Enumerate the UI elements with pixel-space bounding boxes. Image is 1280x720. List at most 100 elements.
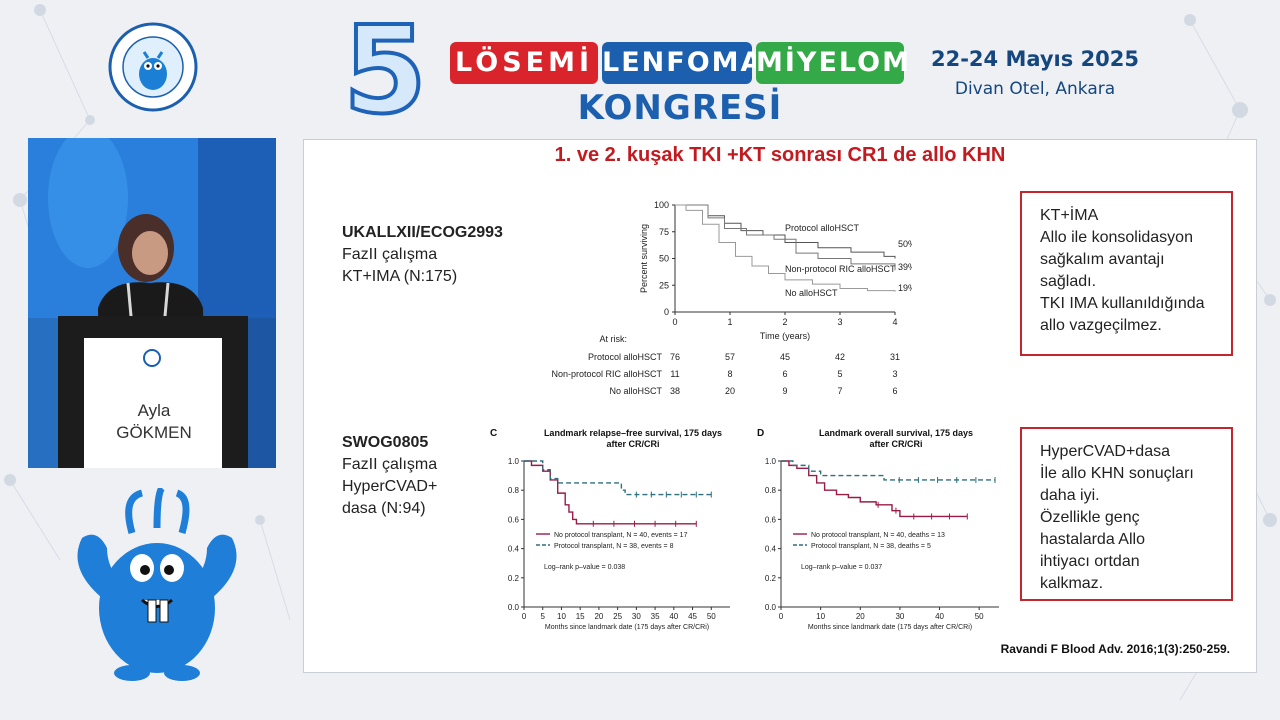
note1-line: allo vazgeçilmez. [1040,317,1162,334]
note1-line: sağladı. [1040,273,1097,290]
y-tick-label: 0.2 [765,574,777,583]
presentation-slide: 1. ve 2. kuşak TKI +KT sonrası CR1 de al… [303,139,1257,673]
x-tick-label: 5 [541,612,546,621]
study1-phase: FazII çalışma [342,246,438,263]
x-tick-label: 15 [576,612,585,621]
tag-losemi: LÖSEMİ [450,42,598,84]
x-tick-label: 10 [816,612,825,621]
note1-line: sağkalım avantajı [1040,251,1165,268]
note2-line: HyperCVAD+dasa [1040,443,1170,460]
y-tick-label: 0.0 [765,603,777,612]
tag-miyelom: MİYELOM [756,42,909,84]
at-risk-row-label: Protocol alloHSCT [588,352,663,362]
study2-phase: FazII çalışma [342,456,438,473]
note1-line: TKI IMA kullanıldığında [1040,295,1205,312]
study2-arm-line1: HyperCVAD+ [342,478,438,495]
y-tick-label: 0.6 [508,515,520,524]
legend-label: Protocol transplant, N = 38, events = 8 [554,543,674,550]
km-curve-2 [675,204,896,292]
series-end-label: 50% [898,239,912,249]
note2-line: İle allo KHN sonuçları [1040,465,1194,482]
x-tick-label: 30 [895,612,904,621]
x-axis-title: Months since landmark date (175 days aft… [808,624,972,631]
legend-label: No protocol transplant, N = 40, events =… [554,532,688,539]
chart-title-line2: after CR/CRi [869,439,922,449]
speaker-last-name: GÖKMEN [116,423,192,442]
pvalue-label: Log–rank p–value = 0.037 [801,564,882,571]
note2-line: hastalarda Allo [1040,531,1145,548]
pvalue-label: Log–rank p–value = 0.038 [544,564,625,571]
y-tick-label: 0.6 [765,515,777,524]
chart-title-line1: Landmark overall survival, 175 days [819,428,973,438]
y-tick-label: 100 [654,200,669,210]
study1-info: UKALLXII/ECOG2993 FazII çalışma KT+IMA (… [342,222,503,288]
x-axis-title: Time (years) [760,331,810,341]
study2-name: SWOG0805 [342,434,429,451]
y-tick-label: 0.2 [508,574,520,583]
at-risk-value: 31 [890,352,900,362]
association-logo [108,22,198,112]
x-tick-label: 50 [975,612,984,621]
km-chart-relapse-free: C Landmark relapse–free survival, 175 day… [490,428,730,631]
y-tick-label: 25 [659,280,669,290]
at-risk-value: 6 [892,386,897,395]
x-tick-label: 3 [837,317,842,327]
km-chart-ukall: 0 25 50 75 100 0 1 2 3 4 Time (years) Percent survi… [551,200,912,395]
km-curve-1 [675,204,896,271]
note1-line: Allo ile konsolidasyon [1040,229,1193,246]
study1-arm: KT+IMA (N:175) [342,268,458,285]
x-tick-label: 50 [707,612,716,621]
x-tick-label: 30 [632,612,641,621]
event-dates: 22-24 Mayıs 2025 [930,47,1140,71]
y-tick-label: 75 [659,227,669,237]
event-info: 22-24 Mayıs 2025 Divan Otel, Ankara [920,44,1150,104]
at-risk-row-label: Non-protocol RIC alloHSCT [551,369,662,379]
x-tick-label: 35 [651,612,660,621]
series-label: Protocol alloHSCT [785,223,860,233]
slide-title: 1. ve 2. kuşak TKI +KT sonrası CR1 de al… [554,144,1006,166]
x-tick-label: 45 [688,612,697,621]
y-tick-label: 0.4 [765,545,777,554]
x-tick-label: 25 [613,612,622,621]
x-tick-label: 1 [727,317,732,327]
km-chart-overall-survival: D Landmark overall survival, 175 daysafte… [757,428,999,631]
y-tick-label: 0 [664,307,669,317]
note2-line: daha iyi. [1040,487,1100,504]
at-risk-value: 9 [782,386,787,395]
at-risk-value: 42 [835,352,845,362]
note-box-2: HyperCVAD+dasa İle allo KHN sonuçları da… [1020,427,1233,601]
at-risk-row-label: No alloHSCT [609,386,662,395]
x-tick-label: 0 [672,317,677,327]
at-risk-value: 76 [670,352,680,362]
at-risk-value: 3 [892,369,897,379]
at-risk-value: 38 [670,386,680,395]
x-tick-label: 4 [892,317,897,327]
chart-title-line2: after CR/CRi [606,439,659,449]
y-axis-title: Percent surviving [639,224,649,293]
x-tick-label: 20 [856,612,865,621]
series-label: Non-protocol RIC alloHSCT [785,264,896,274]
note2-line: ihtiyacı ortdan [1040,553,1140,570]
y-tick-label: 0.8 [765,486,777,495]
congress-number: 5 [341,2,429,141]
at-risk-value: 20 [725,386,735,395]
x-tick-label: 2 [782,317,787,327]
speaker-scene [28,138,276,468]
y-tick-label: 50 [659,254,669,264]
at-risk-value: 7 [837,386,842,395]
x-tick-label: 40 [935,612,944,621]
km-curve-1 [781,460,996,481]
x-axis-title: Months since landmark date (175 days aft… [545,624,709,631]
x-tick-label: 20 [594,612,603,621]
y-tick-label: 0.8 [508,486,520,495]
y-tick-label: 1.0 [508,457,520,466]
event-venue: Divan Otel, Ankara [954,79,1116,99]
y-tick-label: 0.4 [508,545,520,554]
note-box-1: KT+İMA Allo ile konsolidasyon sağkalım a… [1020,191,1233,356]
at-risk-value: 11 [670,369,679,379]
panel-letter: D [757,428,764,439]
km-curve-1 [524,460,712,496]
at-risk-title: At risk: [599,334,627,344]
speaker-first-name: Ayla [137,401,171,420]
x-tick-label: 10 [557,612,566,621]
